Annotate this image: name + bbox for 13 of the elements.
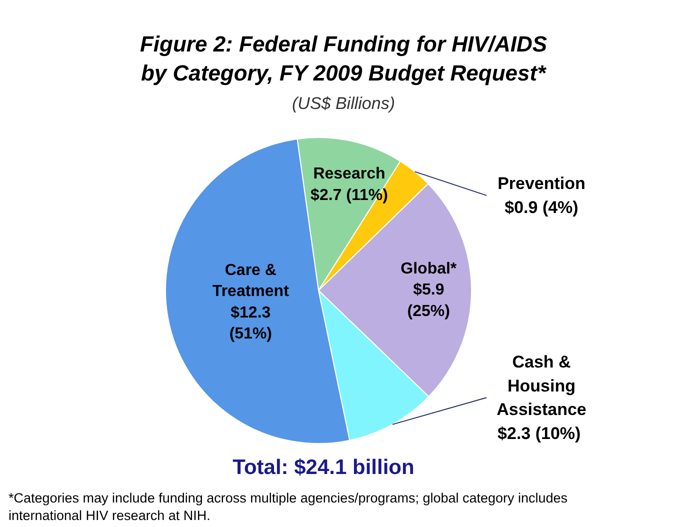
text: *Categories may include funding across multiple agencies/programs; global category includes international HIV research at NIH. [8, 490, 568, 523]
data-label: $2.3 (10%) [498, 424, 581, 443]
slice-label: Global* [400, 260, 458, 278]
chart-title: Figure 2: Federal Funding for HIV/AIDS by Category, FY 2009 Budget Request* [140, 32, 548, 86]
data-label: $12.3 (51%) [229, 304, 272, 343]
data-label: $5.9 (25%) [407, 282, 450, 320]
chart-subtitle: (US$ Billions) [292, 94, 395, 113]
slice-label: Care & Treatment [212, 262, 290, 300]
data-label: $0.9 (4%) [504, 198, 578, 217]
slice-label: Cash & Housing Assistance [496, 352, 586, 420]
slice-label: Research [313, 166, 386, 183]
text: Total: $24.1 billion [232, 456, 414, 479]
slice-label: Prevention [498, 174, 586, 194]
